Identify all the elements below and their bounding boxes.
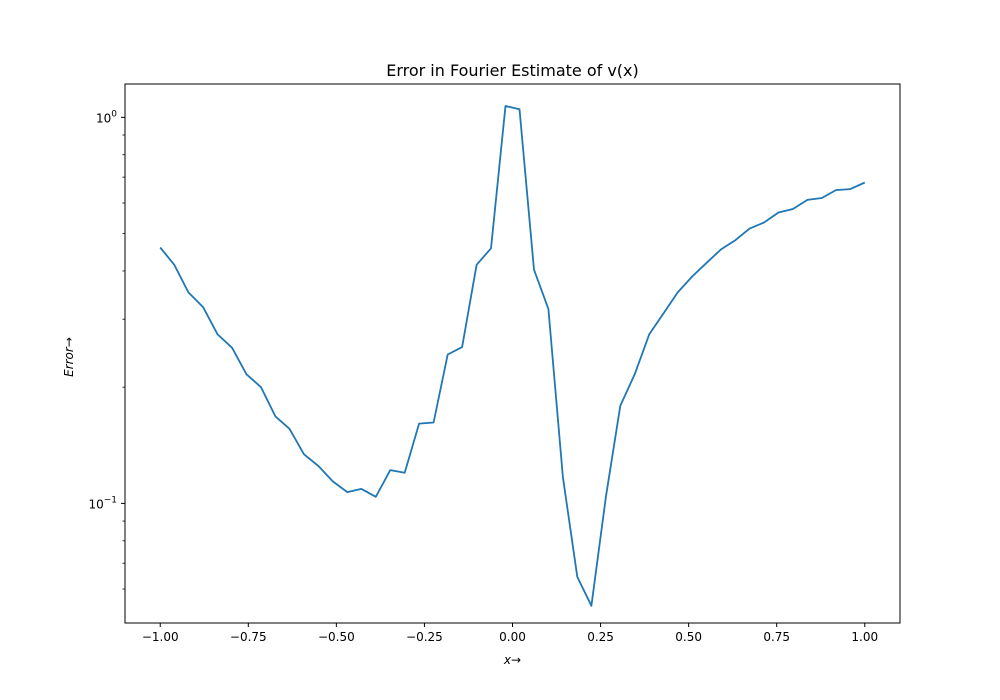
y-tick-label-base: 10 bbox=[88, 497, 103, 511]
series-line-0 bbox=[159, 105, 866, 607]
x-tick-label: −0.25 bbox=[406, 630, 443, 644]
y-axis-label: Error→ bbox=[62, 337, 76, 377]
x-axis-label: x→ bbox=[503, 653, 521, 667]
y-tick-label-base: 10 bbox=[96, 111, 111, 125]
y-tick-label: 100 bbox=[96, 109, 117, 125]
x-tick-label: 0.50 bbox=[675, 630, 702, 644]
x-tick-label: 1.00 bbox=[851, 630, 878, 644]
chart-title: Error in Fourier Estimate of v(x) bbox=[386, 61, 639, 80]
x-tick-label: 0.25 bbox=[587, 630, 614, 644]
y-tick-label-exponent: −1 bbox=[104, 495, 117, 505]
x-tick-label: −1.00 bbox=[142, 630, 179, 644]
x-tick-label: 0.75 bbox=[763, 630, 790, 644]
x-tick-label: 0.00 bbox=[499, 630, 526, 644]
plot-area: −1.00 −0.75 −0.50 −0.25 0.00 0.25 0.50 0.75 1.00… bbox=[88, 83, 901, 644]
y-tick-label: 10−1 bbox=[88, 495, 117, 511]
x-tick-label: −0.75 bbox=[230, 630, 267, 644]
y-tick-label-exponent: 0 bbox=[111, 109, 117, 119]
x-tick-label: −0.50 bbox=[318, 630, 355, 644]
